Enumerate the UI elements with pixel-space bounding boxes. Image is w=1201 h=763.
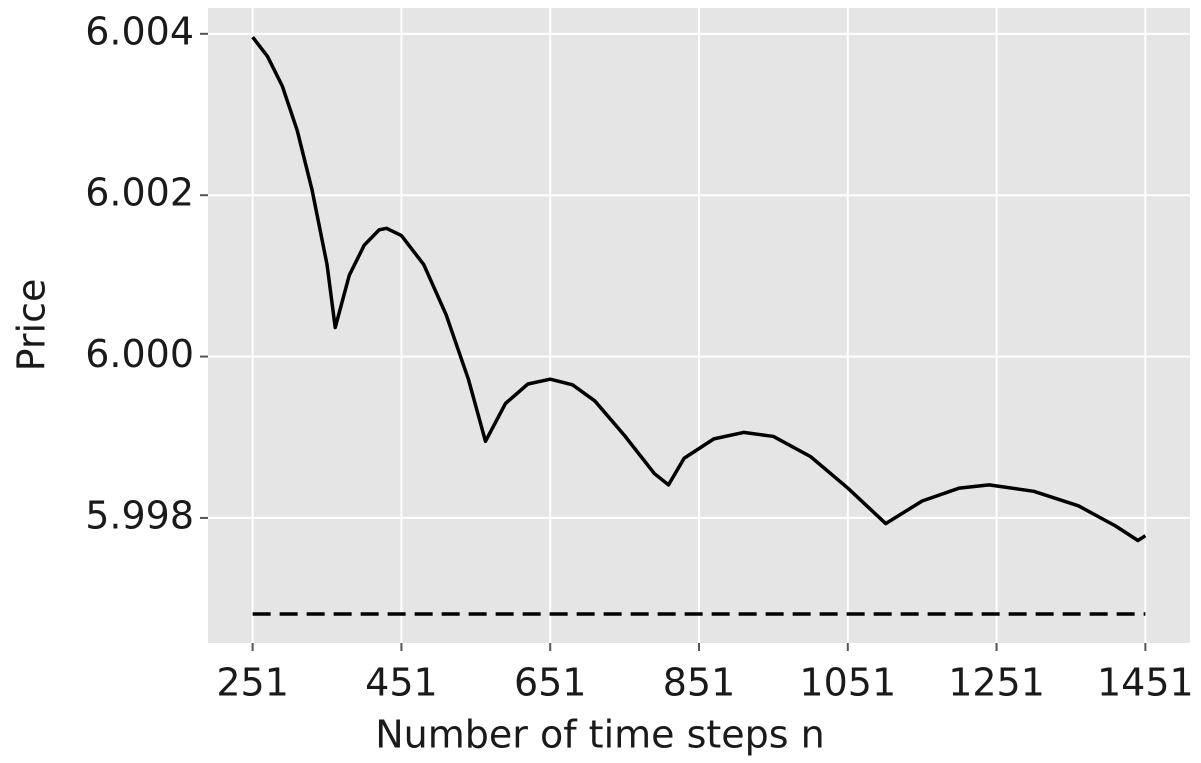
x-tick-label: 251 <box>216 661 289 705</box>
x-tick-label: 451 <box>365 661 438 705</box>
x-tick-label: 1251 <box>948 661 1045 705</box>
y-axis-label: Price <box>10 279 54 372</box>
x-tick-label: 1051 <box>799 661 896 705</box>
x-axis-label: Number of time steps n <box>375 713 825 757</box>
y-tick-label: 5.998 <box>85 493 194 537</box>
x-tick-label: 651 <box>514 661 587 705</box>
y-tick-label: 6.000 <box>85 332 194 376</box>
y-tick-label: 6.002 <box>85 171 194 215</box>
marks <box>251 35 1147 616</box>
grid <box>208 8 1190 643</box>
line <box>251 35 1147 543</box>
y-tick-label: 6.004 <box>85 9 194 53</box>
x-tick-label: 851 <box>663 661 736 705</box>
x-tick-label: 1451 <box>1097 661 1194 705</box>
